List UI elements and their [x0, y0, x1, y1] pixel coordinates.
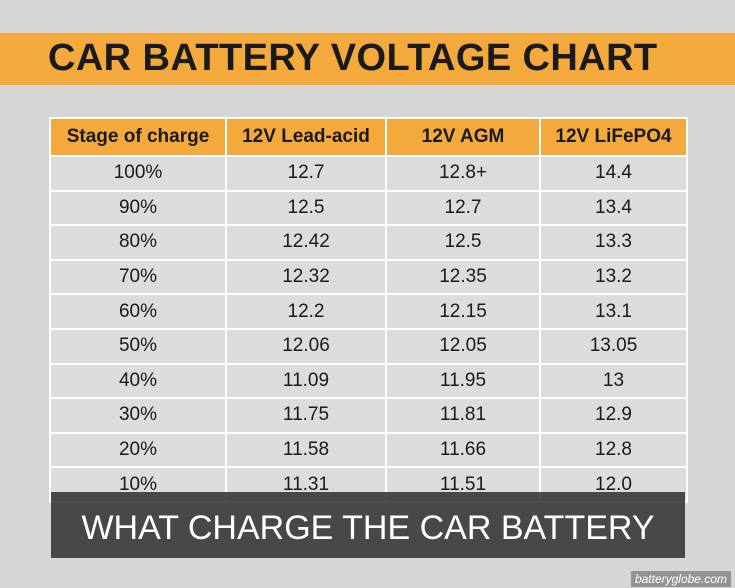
table-header-row: Stage of charge 12V Lead-acid 12V AGM 12… — [49, 117, 688, 157]
stage-cell: 60% — [49, 293, 227, 330]
table-row: 20% 11.58 11.66 12.8 — [49, 431, 688, 469]
lead-acid-cell: 11.09 — [225, 362, 387, 400]
stage-cell: 70% — [49, 258, 227, 296]
title-band — [0, 33, 735, 85]
agm-cell: 11.95 — [385, 362, 541, 400]
table-row: 60% 12.2 12.15 13.1 — [49, 293, 688, 330]
column-header-stage: Stage of charge — [49, 117, 227, 157]
lifepo4-cell: 13.4 — [539, 189, 688, 227]
lifepo4-cell: 13 — [539, 362, 688, 400]
column-header-lead-acid: 12V Lead-acid — [225, 117, 387, 157]
lead-acid-cell: 12.06 — [225, 327, 387, 365]
agm-cell: 12.8+ — [385, 155, 541, 192]
caption-text: WHAT CHARGE THE CAR BATTERY — [81, 509, 655, 547]
stage-cell: 40% — [49, 362, 227, 400]
agm-cell: 12.05 — [385, 327, 541, 365]
lead-acid-cell: 12.42 — [225, 224, 387, 261]
lead-acid-cell: 12.5 — [225, 189, 387, 227]
table-row: 90% 12.5 12.7 13.4 — [49, 189, 688, 227]
agm-cell: 12.5 — [385, 224, 541, 261]
table-row: 100% 12.7 12.8+ 14.4 — [49, 155, 688, 192]
agm-cell: 11.66 — [385, 431, 541, 469]
table-row: 70% 12.32 12.35 13.2 — [49, 258, 688, 296]
stage-cell: 90% — [49, 189, 227, 227]
column-header-agm: 12V AGM — [385, 117, 541, 157]
stage-cell: 50% — [49, 327, 227, 365]
agm-cell: 12.15 — [385, 293, 541, 330]
stage-cell: 80% — [49, 224, 227, 261]
caption-overlay: WHAT CHARGE THE CAR BATTERY — [51, 492, 685, 558]
agm-cell: 11.81 — [385, 397, 541, 434]
agm-cell: 12.35 — [385, 258, 541, 296]
lifepo4-cell: 13.2 — [539, 258, 688, 296]
lifepo4-cell: 14.4 — [539, 155, 688, 192]
lifepo4-cell: 13.3 — [539, 224, 688, 261]
stage-cell: 30% — [49, 397, 227, 434]
table-row: 40% 11.09 11.95 13 — [49, 362, 688, 400]
column-header-lifepo4: 12V LiFePO4 — [539, 117, 688, 157]
stage-cell: 100% — [49, 155, 227, 192]
agm-cell: 12.7 — [385, 189, 541, 227]
lead-acid-cell: 12.7 — [225, 155, 387, 192]
page-title: CAR BATTERY VOLTAGE CHART — [48, 37, 658, 79]
lifepo4-cell: 12.8 — [539, 431, 688, 469]
watermark: batteryglobe.com — [630, 571, 731, 587]
lead-acid-cell: 12.2 — [225, 293, 387, 330]
stage-cell: 20% — [49, 431, 227, 469]
lead-acid-cell: 11.75 — [225, 397, 387, 434]
lead-acid-cell: 12.32 — [225, 258, 387, 296]
table-row: 80% 12.42 12.5 13.3 — [49, 224, 688, 261]
lifepo4-cell: 13.05 — [539, 327, 688, 365]
table-row: 30% 11.75 11.81 12.9 — [49, 397, 688, 434]
voltage-table: Stage of charge 12V Lead-acid 12V AGM 12… — [49, 117, 688, 503]
table-row: 50% 12.06 12.05 13.05 — [49, 327, 688, 365]
lifepo4-cell: 13.1 — [539, 293, 688, 330]
lead-acid-cell: 11.58 — [225, 431, 387, 469]
lifepo4-cell: 12.9 — [539, 397, 688, 434]
